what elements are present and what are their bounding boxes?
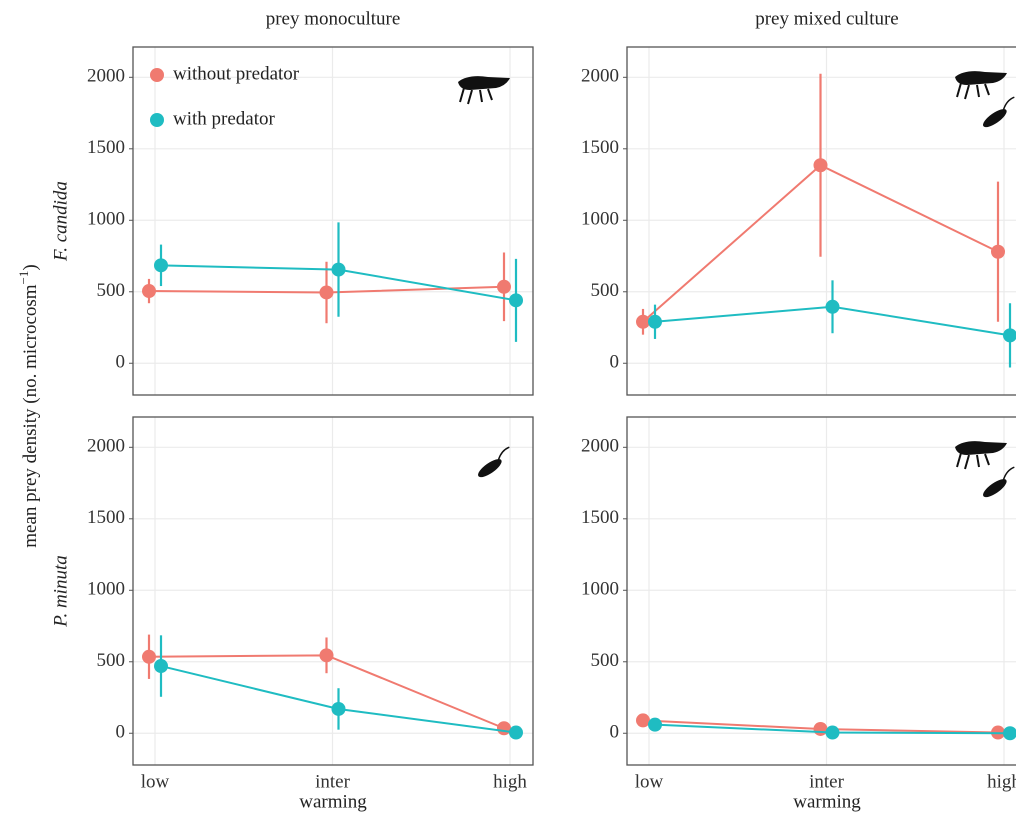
point [1003, 726, 1016, 741]
panel-frame [626, 416, 1016, 766]
x-tick-label: low [141, 771, 170, 792]
y-axis-label-end: ) [20, 264, 41, 270]
y-tick-label: 1500 [87, 137, 125, 158]
point [636, 314, 650, 329]
y-tick-label: 500 [591, 650, 620, 671]
legend-label: with predator [173, 108, 276, 129]
column-label: prey monoculture [266, 8, 401, 29]
point [813, 721, 828, 736]
y-axis-label-sup: −1 [16, 271, 31, 285]
y-tick-label: 1000 [581, 209, 619, 230]
panel-frame [132, 416, 534, 766]
springtail-icon [955, 441, 1007, 470]
point [825, 299, 840, 314]
x-tick-label: high [987, 771, 1016, 792]
point [648, 314, 662, 329]
x-tick-label: high [493, 771, 527, 792]
point [825, 725, 840, 740]
row-label: P. minuta [50, 555, 71, 627]
point [142, 284, 156, 299]
point [319, 648, 334, 663]
point [636, 713, 650, 728]
y-tick-label: 2000 [581, 436, 619, 457]
legend-label: without predator [173, 63, 300, 84]
mite-icon [983, 96, 1015, 128]
mite-icon [478, 446, 510, 478]
point [509, 725, 523, 740]
x-axis-label: warming [299, 791, 367, 812]
y-tick-label: 1000 [581, 579, 619, 600]
point [509, 293, 523, 308]
panel-frame [626, 46, 1016, 396]
y-tick-label: 0 [116, 352, 126, 373]
point [497, 279, 511, 294]
column-label: prey mixed culture [755, 8, 899, 29]
point [142, 649, 156, 664]
y-tick-label: 0 [116, 722, 126, 743]
y-tick-label: 1000 [87, 579, 125, 600]
y-tick-label: 500 [97, 650, 126, 671]
point [813, 158, 828, 173]
y-axis-label-text: mean prey density (no. microcosm [20, 284, 41, 548]
legend-swatch [150, 68, 164, 82]
point [154, 659, 168, 674]
point [1003, 328, 1016, 343]
y-tick-label: 1500 [87, 507, 125, 528]
x-tick-label: inter [809, 771, 844, 792]
point [497, 721, 511, 736]
y-tick-label: 0 [610, 722, 620, 743]
legend-swatch [150, 113, 164, 127]
y-tick-label: 2000 [87, 436, 125, 457]
y-tick-label: 2000 [87, 66, 125, 87]
x-axis-label: warming [793, 791, 861, 812]
point [991, 244, 1005, 259]
point [648, 717, 662, 732]
y-tick-label: 2000 [581, 66, 619, 87]
x-tick-label: low [635, 771, 664, 792]
springtail-icon [458, 76, 510, 105]
point [331, 262, 346, 277]
y-tick-label: 500 [97, 280, 126, 301]
y-tick-label: 1000 [87, 209, 125, 230]
y-tick-label: 1500 [581, 507, 619, 528]
y-tick-label: 500 [591, 280, 620, 301]
row-label: F. candida [50, 181, 71, 262]
point [154, 258, 168, 273]
mite-icon [983, 466, 1015, 498]
icons [458, 71, 1015, 498]
point [319, 285, 334, 300]
y-tick-label: 0 [610, 352, 620, 373]
panel-frame [132, 46, 534, 396]
springtail-icon [955, 71, 1007, 100]
y-axis-label: mean prey density (no. microcosm−1) [16, 264, 41, 547]
x-tick-label: inter [315, 771, 350, 792]
y-tick-label: 1500 [581, 137, 619, 158]
panel-background [627, 417, 1016, 765]
point [331, 701, 346, 716]
